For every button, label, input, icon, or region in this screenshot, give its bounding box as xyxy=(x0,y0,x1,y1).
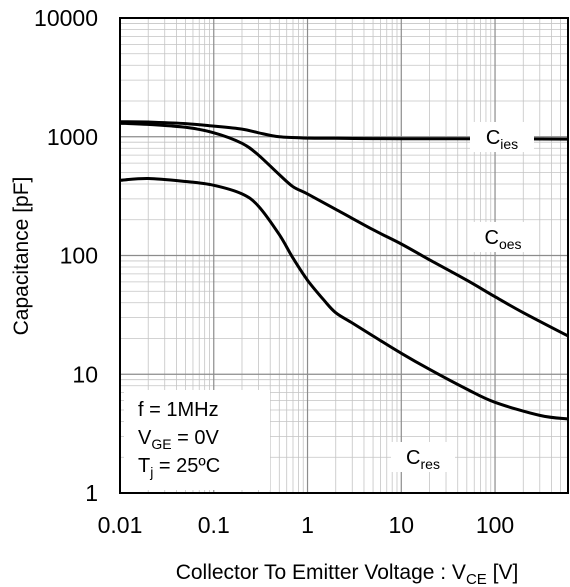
curve-cres xyxy=(119,176,569,421)
y-tick-labels: 1 10 100 1000 10000 xyxy=(34,5,98,506)
curve-coes xyxy=(119,121,569,338)
x-tick-label: 10 xyxy=(388,512,414,538)
x-tick-label: 0.01 xyxy=(98,512,143,538)
curve-label-coes: Coes xyxy=(484,227,521,252)
y-tick-label: 10000 xyxy=(34,5,98,31)
condition-line: Tj = 25ºC xyxy=(138,455,220,480)
curve-label-cies: Cies xyxy=(486,127,518,152)
x-tick-label: 0.1 xyxy=(198,512,230,538)
curve-label-cres: Cres xyxy=(406,447,440,472)
condition-line: VGE = 0V xyxy=(138,427,219,452)
y-tick-label: 10 xyxy=(72,361,98,387)
y-tick-label: 100 xyxy=(60,243,98,269)
curve-label-bg xyxy=(391,442,455,472)
y-axis-title: Capacitance [pF] xyxy=(10,177,33,336)
y-tick-label: 1 xyxy=(85,480,98,506)
x-axis-title: Collector To Emitter Voltage : VCE [V] xyxy=(176,561,519,587)
plot-frame xyxy=(119,17,569,494)
curve-cies xyxy=(119,120,569,141)
y-tick-label: 1000 xyxy=(47,124,98,150)
x-tick-labels: 0.01 0.1 1 10 100 xyxy=(98,512,515,538)
conditions-box xyxy=(124,390,270,490)
condition-line: f = 1MHz xyxy=(138,399,219,421)
curve-labels: Cies Coes Cres xyxy=(391,122,535,472)
x-tick-label: 1 xyxy=(301,512,314,538)
x-tick-label: 100 xyxy=(476,512,514,538)
test-conditions: f = 1MHz VGE = 0V Tj = 25ºC xyxy=(138,399,220,480)
curve-label-bg xyxy=(470,122,534,152)
curves xyxy=(119,120,569,421)
curve-label-bg xyxy=(471,222,535,252)
